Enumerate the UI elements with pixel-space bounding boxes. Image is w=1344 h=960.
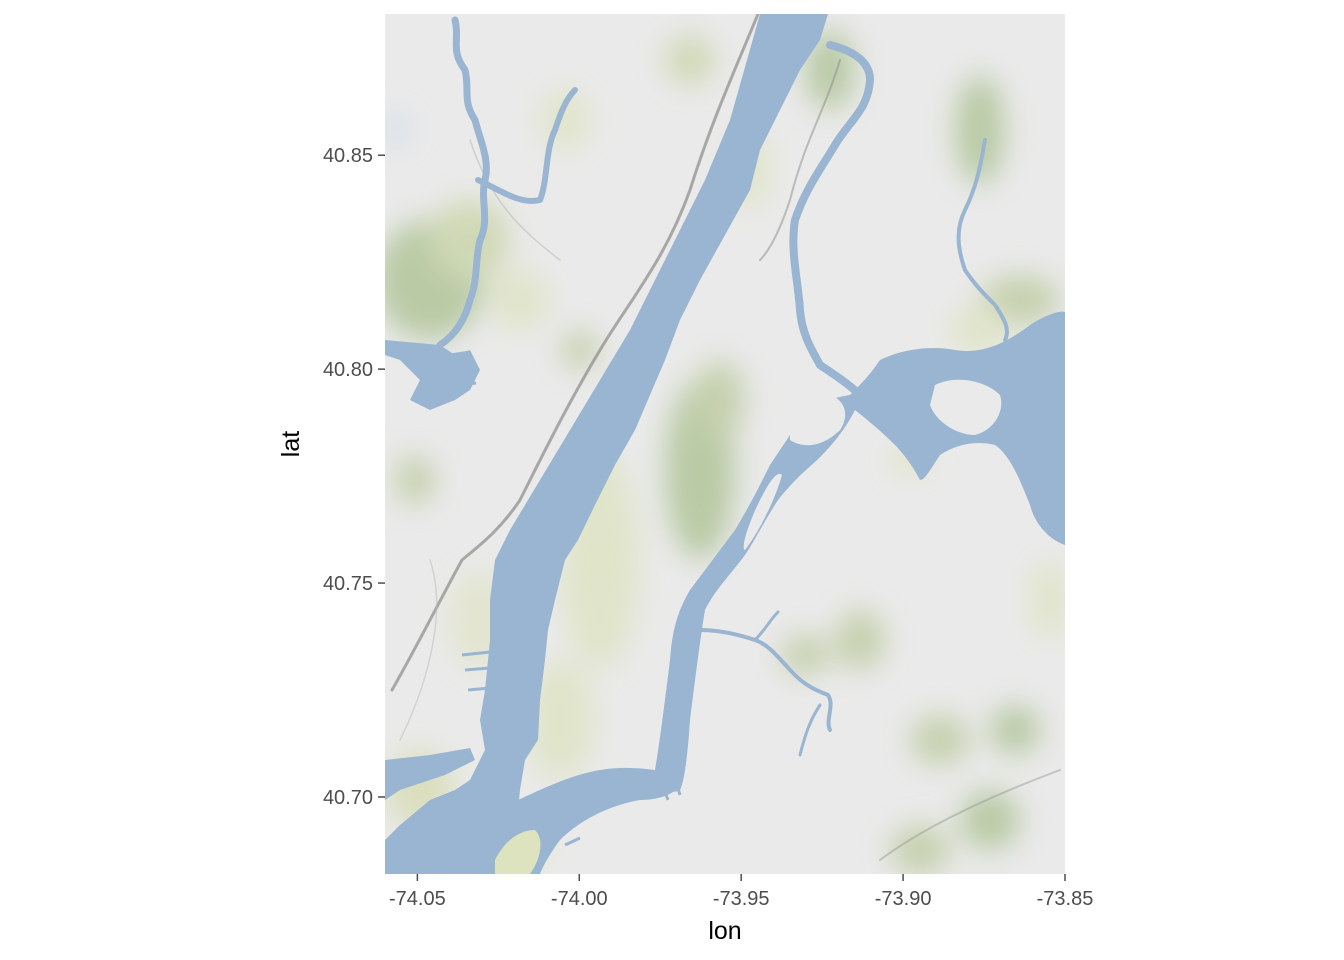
x-tick-label: -74.00 — [551, 888, 608, 910]
newark-bay-inlet — [385, 340, 480, 410]
y-tick-label: 40.85 — [323, 145, 373, 167]
governors-island — [495, 830, 541, 874]
ridge-lines — [390, 14, 1061, 861]
upper-bay — [440, 767, 681, 874]
x-tick-label: -73.90 — [875, 888, 932, 910]
y-axis-title: lat — [277, 431, 305, 457]
x-tick-label: -73.85 — [1037, 888, 1094, 910]
roosevelt-island — [743, 473, 782, 550]
water-bodies — [385, 14, 1065, 874]
kill-van-kull — [385, 748, 475, 800]
randalls-island — [790, 395, 846, 446]
x-axis-title: lon — [708, 917, 741, 945]
tributary-north — [475, 87, 578, 204]
y-tick-label: 40.75 — [323, 573, 373, 595]
creek-branch — [753, 610, 780, 642]
piers — [449, 350, 682, 847]
harlem-river — [789, 41, 874, 399]
x-tick-label: -73.95 — [713, 888, 770, 910]
y-tick-label: 40.80 — [323, 359, 373, 381]
y-tick-label: 40.70 — [323, 787, 373, 809]
hudson-river — [385, 14, 828, 874]
map-panel[interactable] — [375, 14, 1070, 875]
creek-branch-2 — [798, 703, 822, 757]
x-axis: -74.05 -74.00 -73.95 -73.90 -73.85 — [389, 874, 1093, 910]
streams — [436, 16, 1009, 757]
x-tick-label: -74.05 — [389, 888, 446, 910]
y-axis: 40.70 40.75 40.80 40.85 — [323, 145, 385, 809]
bronx-river — [956, 138, 1009, 342]
wards-island — [930, 379, 1002, 435]
newtown-creek — [698, 628, 833, 732]
